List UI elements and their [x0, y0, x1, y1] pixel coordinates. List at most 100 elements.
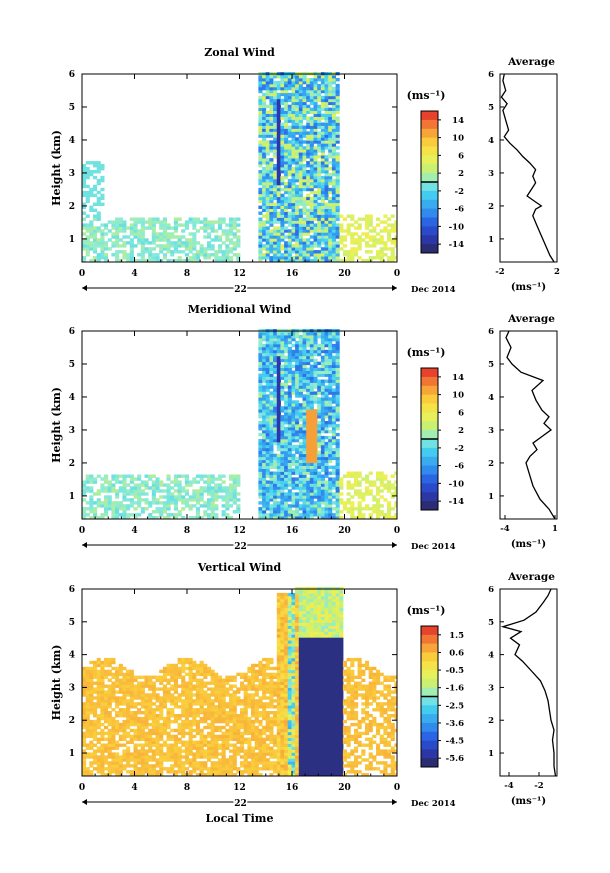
heatmap-cell — [302, 447, 307, 452]
heatmap-cell — [328, 415, 333, 419]
heatmap-cell — [122, 764, 127, 768]
heatmap-cell — [331, 332, 336, 336]
heatmap-cell — [269, 474, 274, 478]
heatmap-cell — [262, 232, 267, 236]
heatmap-cell — [118, 226, 123, 230]
heatmap-cell — [328, 134, 333, 138]
heatmap-cell — [324, 241, 329, 245]
heatmap-cell — [262, 175, 267, 180]
colorbar-swatch — [421, 173, 438, 183]
heatmap-cell — [276, 370, 281, 374]
heatmap-cell — [324, 361, 329, 366]
heatmap-cell — [269, 205, 274, 209]
heatmap-cell — [148, 253, 153, 257]
heatmap-cell — [368, 256, 373, 260]
heatmap-cell — [262, 504, 267, 508]
heatmap-cell — [262, 424, 267, 428]
heatmap-cell — [159, 675, 164, 679]
heatmap-cell — [100, 773, 105, 777]
colorbar-swatch — [421, 119, 438, 130]
x-tick-label: 16 — [286, 526, 299, 536]
heatmap-cell — [96, 714, 101, 718]
y-tick-label: 3 — [69, 169, 75, 179]
heatmap-cell — [273, 259, 278, 263]
heatmap-cell — [262, 471, 267, 475]
heatmap-cell — [284, 510, 289, 514]
heatmap-cell — [173, 480, 178, 484]
heatmap-cell — [173, 474, 178, 478]
heatmap-cell — [291, 453, 296, 458]
heatmap-cell — [111, 660, 116, 665]
heatmap-cell — [115, 725, 120, 730]
heatmap-cell — [181, 675, 186, 679]
heatmap-cell — [269, 495, 274, 499]
heatmap-cell — [328, 424, 333, 428]
heatmap-cell — [298, 128, 303, 132]
heatmap-cell — [129, 722, 134, 727]
colorbar-tick-label: -14 — [449, 240, 464, 250]
heatmap-cell — [96, 669, 101, 674]
heatmap-cell — [82, 761, 87, 765]
heatmap-cell — [85, 489, 90, 493]
heatmap-cell — [82, 725, 87, 730]
heatmap-cell — [96, 660, 101, 665]
heatmap-cell — [100, 504, 105, 508]
heatmap-cell — [195, 217, 200, 221]
heatmap-cell — [188, 761, 193, 765]
heatmap-cell — [148, 516, 153, 520]
heatmap-cell — [298, 447, 303, 452]
heatmap-cell — [317, 113, 322, 117]
heatmap-cell — [354, 238, 359, 242]
heatmap-cell — [324, 128, 329, 132]
heatmap-cell — [85, 767, 90, 771]
heatmap-cell — [122, 507, 127, 511]
heatmap-cell — [302, 346, 307, 351]
heatmap-cell — [159, 749, 164, 753]
heatmap-cell — [126, 669, 131, 674]
heatmap-cell — [118, 681, 123, 685]
heatmap-cell — [203, 474, 208, 478]
heatmap-cell — [383, 229, 388, 233]
heatmap-cell — [262, 110, 267, 114]
heatmap-cell — [280, 335, 285, 339]
heatmap-cell — [258, 256, 263, 260]
heatmap-cell — [309, 385, 314, 389]
heatmap-cell — [207, 474, 212, 478]
heatmap-cell — [173, 507, 178, 511]
heatmap-cell — [173, 714, 178, 718]
heatmap-cell — [148, 705, 153, 709]
heatmap-cell — [115, 232, 120, 236]
heatmap-cell — [225, 513, 230, 517]
heatmap-cell — [155, 510, 160, 514]
heatmap-cell — [151, 501, 156, 505]
heatmap-cell — [177, 480, 182, 484]
heatmap-cell — [107, 669, 112, 674]
heatmap-cell — [265, 495, 270, 499]
heatmap-cell — [221, 220, 226, 224]
heatmap-cell — [115, 480, 120, 484]
heatmap-cell — [280, 346, 285, 351]
heatmap-cell — [328, 83, 333, 88]
heatmap-cell — [111, 241, 116, 245]
heatmap-cell — [309, 244, 314, 248]
heatmap-cell — [199, 767, 204, 771]
heatmap-cell — [317, 370, 322, 374]
heatmap-cell — [335, 370, 340, 374]
heatmap-cell — [115, 235, 120, 239]
heatmap-cell — [328, 335, 333, 339]
heatmap-cell — [365, 235, 370, 239]
heatmap-cell — [313, 471, 318, 475]
heatmap-cell — [173, 672, 178, 677]
heatmap-cell — [331, 513, 336, 517]
heatmap-cell — [173, 247, 178, 251]
heatmap-cell — [129, 253, 134, 257]
heatmap-cell — [148, 764, 153, 768]
heatmap-cell — [207, 480, 212, 484]
heatmap-cell — [111, 507, 116, 511]
heatmap-cell — [151, 693, 156, 697]
heatmap-cell — [218, 489, 223, 493]
heatmap-cell — [383, 214, 388, 218]
heatmap-cell — [287, 432, 292, 437]
heatmap-cell — [306, 421, 311, 425]
heatmap-cell — [306, 92, 311, 97]
